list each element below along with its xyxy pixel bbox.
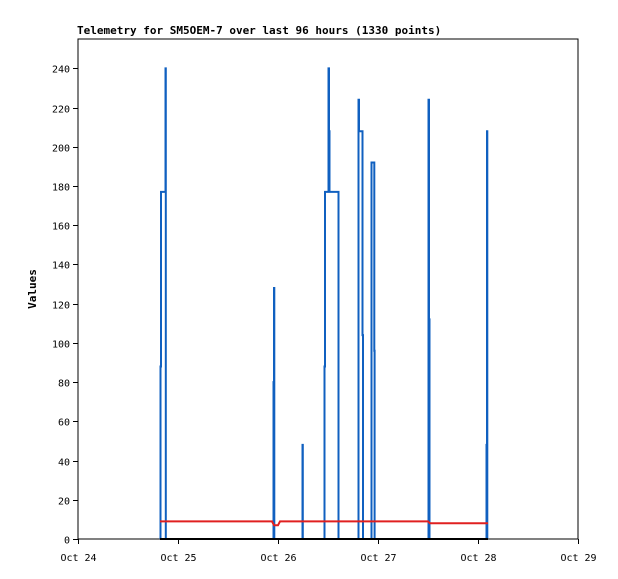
x-tick-label: Oct 26 <box>260 553 296 564</box>
y-tick-label: 240 <box>52 65 70 76</box>
y-tick-label: 200 <box>52 144 70 155</box>
y-tick-label: 180 <box>52 183 70 194</box>
x-tick-label: Oct 28 <box>460 553 496 564</box>
y-tick-label: 120 <box>52 301 70 312</box>
y-tick-label: 100 <box>52 340 70 351</box>
y-tick-label: 60 <box>58 418 70 429</box>
x-tick-label: Oct 27 <box>360 553 396 564</box>
y-tick-label: 0 <box>64 536 70 547</box>
y-tick-label: 220 <box>52 105 70 116</box>
y-axis-label: Values <box>26 269 39 309</box>
y-tick-label: 80 <box>58 379 70 390</box>
y-tick-label: 40 <box>58 458 70 469</box>
x-tick-label: Oct 25 <box>160 553 196 564</box>
y-tick-label: 140 <box>52 261 70 272</box>
y-tick-label: 160 <box>52 222 70 233</box>
x-tick-label: Oct 29 <box>560 553 596 564</box>
x-tick-label: Oct 24 <box>60 553 96 564</box>
y-tick-label: 20 <box>58 497 70 508</box>
series-line-1 <box>159 67 489 540</box>
plot-area: 0 20 40 60 80 100 120 140 160 180 200 220 240 Oct 24 O… <box>52 38 597 564</box>
chart-title: Telemetry for SM5OEM-7 over last 96 hour… <box>77 24 441 37</box>
series-line-2 <box>160 520 488 527</box>
